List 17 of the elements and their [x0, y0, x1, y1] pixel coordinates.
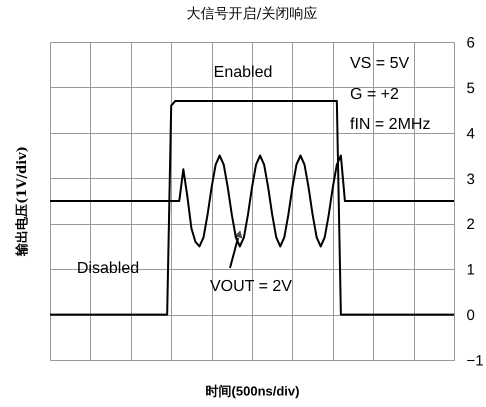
- y-tick-label: −1: [466, 352, 484, 370]
- y-tick-label: 4: [466, 125, 475, 142]
- y-tick-label: 0: [466, 307, 475, 324]
- y-tick-label: 3: [466, 170, 475, 188]
- annotation: VS = 5V: [350, 55, 410, 72]
- annotation: VOUT = 2V: [210, 278, 292, 295]
- annotation: fIN = 2MHz: [350, 116, 430, 133]
- chart-title: 大信号开启/关闭响应: [186, 6, 318, 22]
- y-tick-label: 1: [466, 262, 475, 279]
- x-axis-title: 时间(500ns/div): [206, 384, 300, 398]
- y-tick-label: 5: [466, 80, 475, 97]
- annotation: G = +2: [350, 86, 400, 103]
- y-tick-label: 2: [466, 216, 475, 234]
- annotation: Enabled: [214, 64, 272, 81]
- annotation: Disabled: [76, 260, 140, 277]
- y-axis-title: 输出电压(1V/div): [15, 146, 30, 257]
- y-tick-label: 6: [466, 34, 475, 52]
